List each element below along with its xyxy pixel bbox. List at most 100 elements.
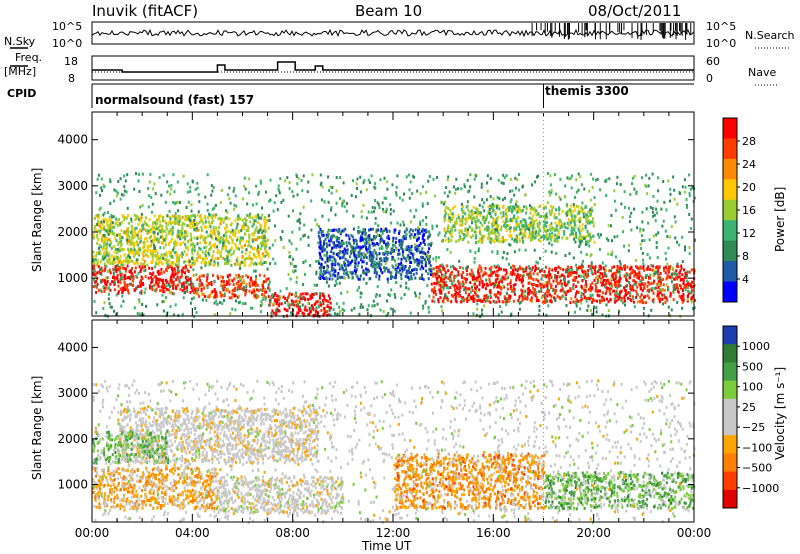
data-cell bbox=[595, 289, 598, 293]
data-cell bbox=[497, 216, 500, 220]
data-cell bbox=[493, 293, 496, 297]
data-cell bbox=[656, 292, 659, 296]
data-cell bbox=[562, 268, 565, 272]
data-cell bbox=[550, 286, 553, 290]
data-cell bbox=[152, 251, 155, 255]
data-cell bbox=[478, 299, 481, 302]
data-cell bbox=[455, 300, 458, 304]
data-cell bbox=[587, 214, 590, 218]
data-cell bbox=[355, 258, 358, 262]
data-cell bbox=[318, 296, 321, 300]
data-cell bbox=[366, 248, 369, 252]
data-cell bbox=[401, 267, 404, 271]
data-cell bbox=[326, 243, 329, 247]
data-cell bbox=[378, 260, 381, 264]
data-cell bbox=[119, 236, 121, 240]
data-cell bbox=[230, 253, 233, 257]
data-cell bbox=[652, 264, 655, 268]
data-cell bbox=[398, 229, 401, 233]
data-cell bbox=[189, 219, 192, 223]
data-cell bbox=[352, 214, 355, 218]
data-cell bbox=[521, 290, 524, 294]
data-cell bbox=[397, 252, 400, 256]
data-cell bbox=[623, 295, 626, 299]
data-cell bbox=[259, 261, 262, 265]
data-cell bbox=[607, 280, 610, 283]
data-cell bbox=[511, 210, 513, 214]
data-cell bbox=[448, 230, 451, 234]
freq-frame bbox=[91, 55, 695, 81]
data-cell bbox=[299, 294, 302, 298]
data-cell bbox=[100, 290, 103, 294]
data-cell bbox=[397, 248, 400, 252]
data-cell bbox=[135, 240, 138, 244]
data-cell bbox=[272, 311, 275, 315]
data-cell bbox=[293, 303, 296, 307]
data-cell bbox=[350, 234, 353, 237]
data-cell bbox=[302, 205, 305, 209]
data-cell bbox=[500, 240, 502, 244]
data-cell bbox=[217, 230, 220, 234]
data-cell bbox=[603, 298, 606, 302]
data-cell bbox=[492, 239, 495, 243]
data-cell bbox=[421, 185, 424, 189]
data-cell bbox=[183, 287, 186, 291]
data-cell bbox=[259, 247, 262, 251]
data-cell bbox=[270, 296, 273, 299]
data-cell bbox=[579, 209, 582, 213]
data-cell bbox=[575, 178, 578, 182]
data-cell bbox=[443, 219, 446, 223]
data-cell bbox=[296, 303, 299, 307]
data-cell bbox=[505, 257, 508, 261]
nsky-tick-top: 10^5 bbox=[52, 20, 83, 33]
data-cell bbox=[122, 263, 125, 267]
data-cell bbox=[326, 269, 329, 272]
data-cell bbox=[412, 235, 415, 239]
data-cell bbox=[426, 284, 429, 287]
data-cell bbox=[555, 237, 558, 240]
data-cell bbox=[405, 175, 408, 179]
data-cell bbox=[149, 172, 152, 176]
data-cell bbox=[245, 218, 248, 222]
data-cell bbox=[500, 267, 503, 271]
data-cell bbox=[327, 228, 330, 232]
data-cell bbox=[220, 275, 223, 279]
data-cell bbox=[563, 281, 566, 284]
data-cell bbox=[165, 227, 168, 231]
data-cell bbox=[674, 276, 677, 280]
data-cell bbox=[581, 209, 583, 213]
data-cell bbox=[661, 297, 664, 301]
data-cell bbox=[550, 205, 553, 208]
data-cell bbox=[552, 289, 555, 292]
data-cell bbox=[471, 289, 474, 292]
data-cell bbox=[139, 239, 142, 243]
data-cell bbox=[478, 275, 481, 278]
data-cell bbox=[307, 313, 310, 316]
data-cell bbox=[433, 272, 436, 276]
data-cell bbox=[248, 282, 251, 286]
data-cell bbox=[405, 286, 408, 290]
data-cell bbox=[610, 253, 613, 257]
data-cell bbox=[591, 300, 594, 304]
data-cell bbox=[190, 203, 193, 207]
freq-trace bbox=[92, 61, 694, 73]
data-cell bbox=[660, 280, 662, 284]
data-cell bbox=[236, 216, 239, 220]
data-cell bbox=[478, 283, 481, 286]
data-cell bbox=[250, 291, 253, 295]
data-cell bbox=[213, 295, 216, 299]
data-cell bbox=[524, 297, 527, 301]
data-cell bbox=[318, 266, 321, 270]
data-cell bbox=[217, 276, 220, 280]
data-cell bbox=[458, 281, 461, 285]
data-cell bbox=[318, 245, 321, 249]
data-cell bbox=[629, 286, 632, 290]
data-cell bbox=[559, 279, 562, 283]
data-cell bbox=[611, 289, 614, 293]
data-cell bbox=[591, 266, 594, 269]
data-cell bbox=[230, 230, 233, 234]
data-cell bbox=[211, 244, 214, 247]
data-cell bbox=[290, 299, 293, 303]
data-cell bbox=[434, 275, 437, 279]
data-cell bbox=[379, 178, 382, 182]
